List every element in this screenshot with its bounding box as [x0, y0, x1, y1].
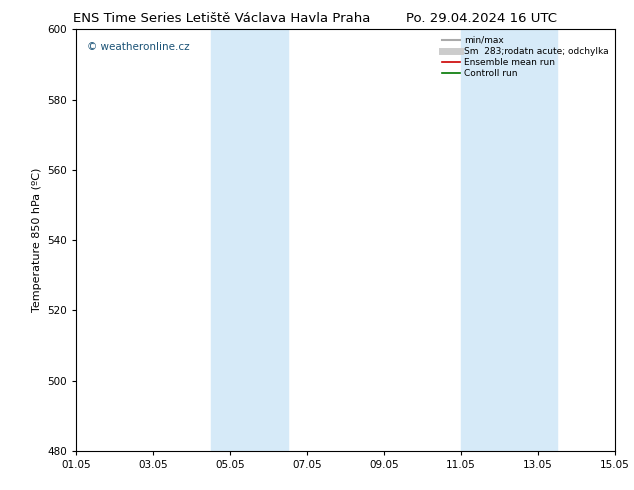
Y-axis label: Temperature 850 hPa (ºC): Temperature 850 hPa (ºC) — [32, 168, 42, 312]
Bar — [210, 29, 288, 451]
Bar — [461, 29, 557, 451]
Legend: min/max, Sm  283;rodatn acute; odchylka, Ensemble mean run, Controll run: min/max, Sm 283;rodatn acute; odchylka, … — [441, 34, 611, 80]
Text: ENS Time Series Letiště Václava Havla Praha: ENS Time Series Letiště Václava Havla Pr… — [73, 12, 371, 25]
Text: Po. 29.04.2024 16 UTC: Po. 29.04.2024 16 UTC — [406, 12, 557, 25]
Text: © weatheronline.cz: © weatheronline.cz — [87, 42, 190, 52]
